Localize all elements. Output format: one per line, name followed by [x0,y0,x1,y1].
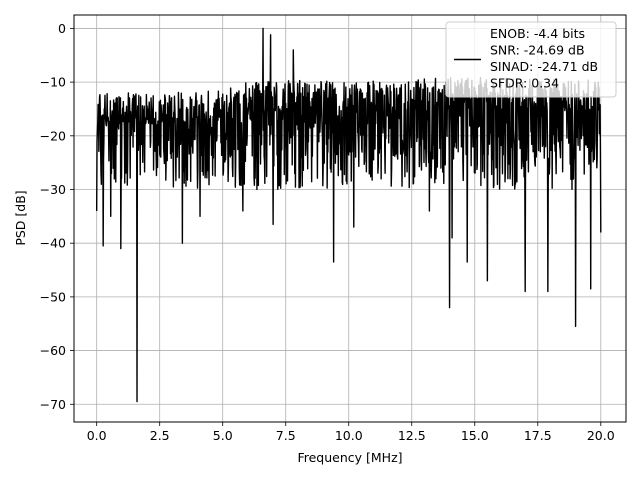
y-tick-label: −60 [40,343,66,358]
legend-entry: SNR: -24.69 dB [490,43,585,58]
x-axis-label: Frequency [MHz] [297,450,402,465]
x-tick-label: 12.5 [398,428,426,443]
legend-box [445,21,617,98]
y-tick-label: −10 [40,75,66,90]
x-tick-label: 0.0 [87,428,107,443]
legend-entry: SINAD: -24.71 dB [490,59,598,74]
legend-entry: ENOB: -4.4 bits [490,26,585,41]
x-tick-label: 20.0 [587,428,615,443]
y-tick-label: −20 [40,128,66,143]
y-axis-label: PSD [dB] [13,190,28,245]
x-tick-label: 17.5 [524,428,552,443]
x-tick-label: 10.0 [335,428,363,443]
y-tick-label: 0 [58,21,66,36]
psd-trace [95,27,602,403]
y-tick-label: −40 [40,236,66,251]
x-tick-label: 7.5 [276,428,296,443]
y-tick-label: −50 [40,289,66,304]
x-tick-label: 2.5 [150,428,170,443]
psd-series-line [95,27,602,403]
x-tick-label: 15.0 [461,428,489,443]
y-tick-label: −30 [40,182,66,197]
legend-entry: SFDR: 0.34 [490,76,559,91]
x-tick-label: 5.0 [213,428,233,443]
y-tick-label: −70 [40,397,66,412]
plot-frame [73,14,627,423]
y-axis: 0 −10 −20 −30 −40 −50 −60 −70 [40,21,74,412]
x-axis: 0.0 2.5 5.0 7.5 10.0 12.5 15.0 17.5 20.0 [87,422,615,443]
